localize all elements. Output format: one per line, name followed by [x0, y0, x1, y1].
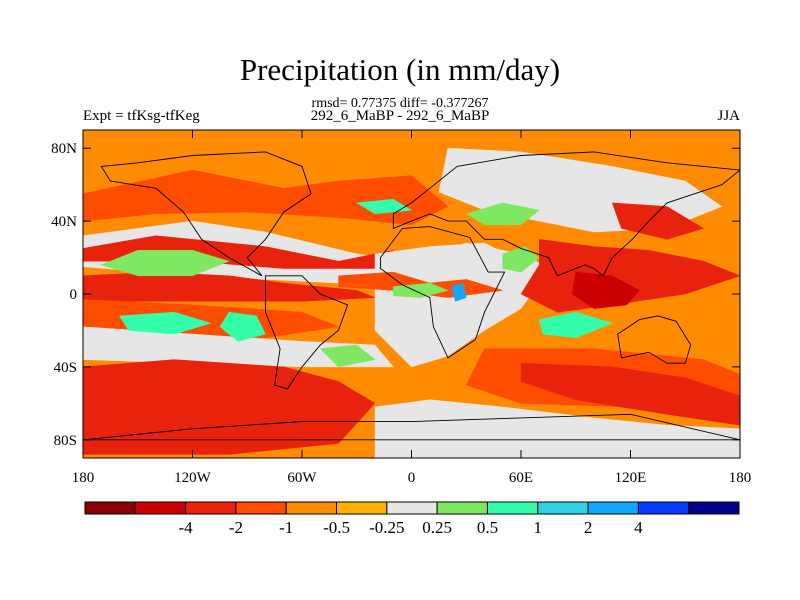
x-tick-label: 0 [408, 470, 416, 486]
season-label: JJA [717, 108, 740, 124]
colorbar-label: 0.5 [477, 518, 498, 537]
y-tick-label: 80S [54, 433, 77, 449]
colorbar-label: -1 [279, 518, 293, 537]
colorbar-swatch [285, 501, 338, 515]
colorbar-swatch [537, 501, 589, 515]
colorbar-swatch [688, 501, 740, 515]
colorbar-swatch [185, 501, 237, 515]
field-region-gray-south-band [83, 326, 394, 368]
colorbar-swatch [436, 501, 488, 515]
y-tick-label: 40N [51, 214, 77, 230]
colorbar-label: 0.25 [422, 518, 452, 537]
colorbar-swatch [386, 501, 438, 515]
y-axis: 80N 40N 0 40S 80S [51, 141, 740, 449]
colorbar-label: -0.25 [369, 518, 404, 537]
x-tick-label: 60E [509, 470, 533, 486]
colorbar-swatch [587, 501, 639, 515]
field-region-green-south-atlantic [319, 344, 376, 368]
colorbar-swatch [84, 501, 136, 515]
chart-title: Precipitation (in mm/day) [239, 52, 561, 87]
colorbar: -4 -2 -1 -0.5 -0.25 0.25 0.5 1 2 4 [84, 501, 740, 537]
colorbar-label: 2 [584, 518, 593, 537]
x-axis: 180 120W 60W 0 60E 120E 180 [72, 130, 752, 486]
field-region-green-arabia [502, 246, 540, 273]
period-label: 292_6_MaBP - 292_6_MaBP [310, 108, 490, 124]
x-tick-label: 120E [615, 470, 647, 486]
precipitation-field [83, 130, 740, 458]
stats-line: rmsd= 0.77375 diff= -0.377267 [311, 96, 489, 111]
colorbar-swatch [486, 501, 539, 515]
colorbar-swatch [134, 501, 187, 515]
experiment-label: Expt = tfKsg-tfKeg [83, 108, 200, 124]
colorbar-label: -0.5 [323, 518, 350, 537]
x-tick-label: 60W [287, 470, 317, 486]
field-region-cyan-north-atlantic [356, 198, 413, 215]
field-region-cyan-east-pacific [219, 311, 266, 342]
y-tick-label: 80N [51, 141, 77, 157]
field-region-gray-africa [374, 242, 540, 368]
colorbar-swatch [336, 501, 388, 515]
field-region-north-pacific-orange [83, 169, 449, 226]
field-region-red-south-pacific [83, 359, 376, 455]
field-region-blue-east-africa [451, 282, 467, 302]
x-tick-label: 120W [174, 470, 212, 486]
colorbar-label: 4 [634, 518, 643, 537]
coastline-eurasia [392, 151, 740, 277]
colorbar-label: 1 [534, 518, 543, 537]
field-region-green-eurasia [465, 202, 540, 226]
field-region-red-east-asia [611, 202, 705, 240]
field-region-green-north-pacific [100, 250, 230, 277]
coastlines [83, 151, 740, 441]
coastline-south-america [265, 275, 349, 390]
coastline-north-america [100, 151, 312, 277]
y-tick-label: 0 [70, 287, 78, 303]
x-tick-label: 180 [729, 470, 752, 486]
coastline-antarctica [83, 413, 740, 441]
field-region-cyan-south-pacific [119, 311, 212, 335]
field-region-darkred-indonesia [571, 271, 640, 309]
colorbar-label: -4 [179, 518, 194, 537]
coastline-africa [380, 226, 506, 359]
field-region-red-south-indian [520, 362, 740, 426]
field-region-gray-antarctic [374, 399, 740, 458]
coastline-australia [617, 315, 692, 364]
field-region-cyan-indian-ocean [538, 311, 614, 338]
y-tick-label: 40S [54, 360, 77, 376]
colorbar-label: -2 [229, 518, 243, 537]
colorbar-swatch [637, 501, 690, 515]
x-tick-label: 180 [72, 470, 95, 486]
colorbar-swatch [235, 501, 287, 515]
